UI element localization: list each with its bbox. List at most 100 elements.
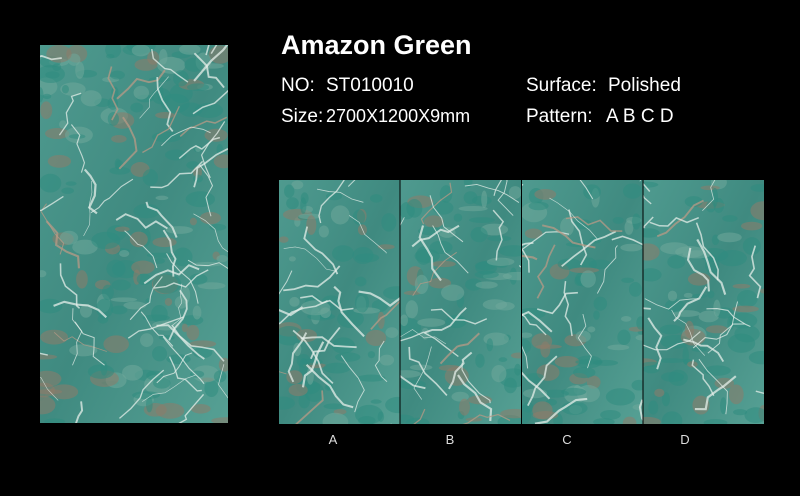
marble-vein [72,308,83,366]
marble-vein [199,164,214,217]
marble-patch [142,314,170,322]
marble-vein [413,408,426,424]
marble-vein [430,308,488,325]
tile-label: D [680,432,690,447]
marble-patch [103,335,129,354]
marble-vein [178,136,221,160]
marble-patch [573,219,593,230]
marble-patch [498,357,508,362]
marble-patch [44,418,66,423]
marble-tiles [279,180,764,424]
marble [522,180,643,424]
marble-patch [59,120,67,129]
marble-patch [531,333,553,350]
marble-vein [439,332,480,365]
marble-patch [45,128,70,140]
marble-patch [284,184,295,198]
marble-patch [643,228,660,238]
marble-vein [119,369,165,419]
marble-vein [522,241,534,246]
marble-vein [695,222,719,281]
marble-vein [53,300,108,319]
marble-patch [643,268,662,282]
marble-patch [750,201,764,221]
marble-patch [665,298,685,313]
marble-patch [659,324,683,335]
marble-vein [563,281,573,337]
marble-vein [153,269,209,289]
marble-vein [156,324,205,360]
marble-patch [45,71,60,79]
marble-patch [572,366,596,379]
marble-patch [216,255,228,263]
marble [40,45,228,423]
marble-patch [593,296,608,311]
marble-patch [554,355,580,368]
marble-patch [557,258,582,270]
marble-patch [500,408,521,419]
marble-vein [40,195,64,212]
marble-patch [522,307,546,320]
marble-patch [620,243,643,252]
marble-patch [100,360,108,376]
marble-patch [146,370,164,381]
marble-patch [146,252,177,258]
marble-patch [111,279,131,291]
marble-patch [612,216,624,224]
marble-patch [605,388,636,406]
marble-patch [318,225,330,238]
marble-patch [423,215,444,228]
marble-patch [325,192,343,201]
marble-vein [348,215,387,254]
marble-patch [187,83,210,91]
marble-patch [698,310,719,323]
marble-patch [617,329,631,346]
marble-patch [636,316,643,330]
marble-vein [118,116,138,170]
marble-patch [180,286,191,304]
marble-patch [40,298,63,314]
marble-vein [59,263,81,309]
marble-patch [129,231,148,248]
marble-patch [357,374,386,382]
marble-patch [152,273,182,294]
marble-vein [561,230,617,268]
marble-patch [465,278,483,291]
product-title: Amazon Green [281,30,472,60]
marble-vein [649,216,700,227]
marble-patch [656,358,687,363]
marble-patch [583,184,601,200]
marble-vein [400,329,446,345]
marble-vein [145,201,178,238]
marble-vein [151,49,189,83]
marble-patch [110,305,128,315]
marble-patch [358,416,376,424]
marble-vein [218,364,228,399]
marble-patch [40,101,53,120]
marble-vein [692,323,745,349]
marble-patch [406,199,423,218]
marble-patch [158,49,168,65]
marble-patch [46,45,72,63]
marble-vein [541,224,596,249]
marble-patch [405,300,419,319]
marble-patch [593,310,600,320]
marble-patch [59,230,79,245]
marble-patch [155,402,185,419]
marble-patch [600,409,621,420]
marble-patch [106,54,115,59]
marble-vein [673,286,708,322]
marble-patch [194,102,224,118]
marble-patch [354,276,367,287]
marble-patch [522,405,532,424]
marble-patch [323,403,345,410]
marble-vein [464,183,520,203]
marble-patch [667,255,686,269]
marble-patch [522,332,533,338]
marble-vein [172,283,183,326]
marble-patch [453,213,463,222]
marble-patch [335,352,361,362]
marble-patch [152,346,168,362]
marble-vein [522,248,530,273]
marble-patch [522,338,532,354]
